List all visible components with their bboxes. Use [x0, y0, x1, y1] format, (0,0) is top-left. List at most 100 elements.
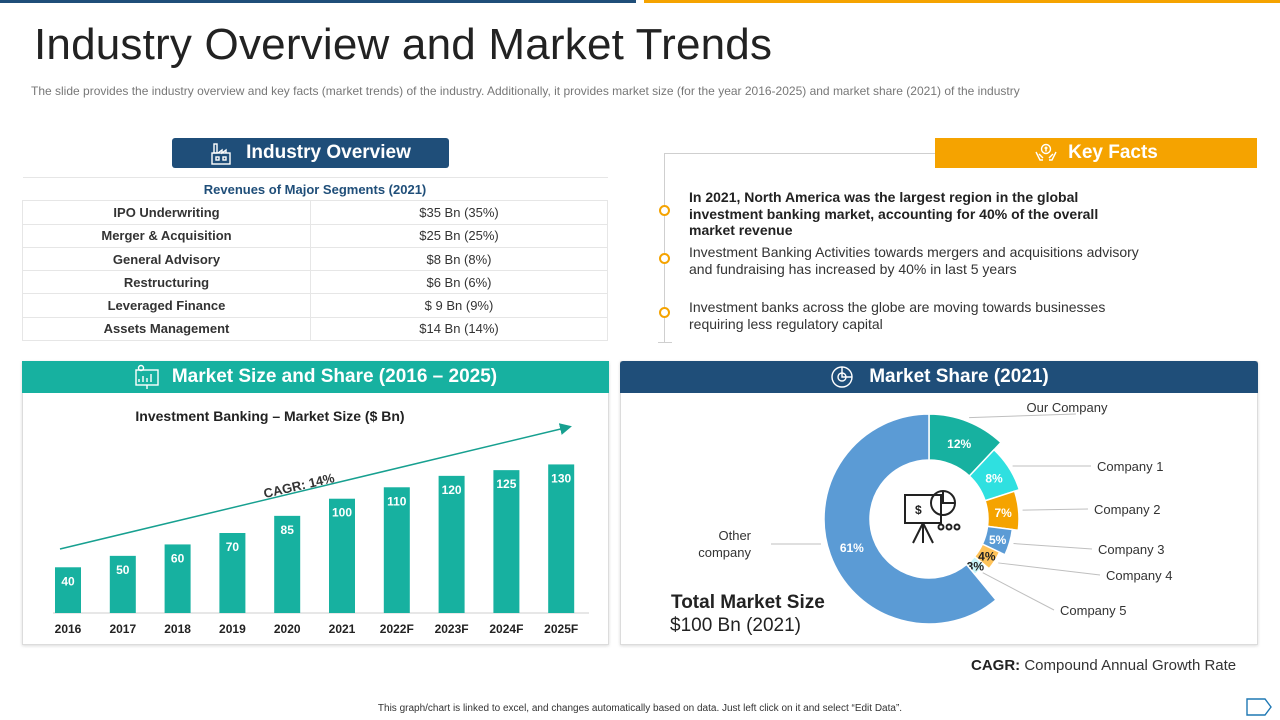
page-subtitle: The slide provides the industry overview… — [31, 84, 1020, 98]
table-row: Restructuring $6 Bn (6%) — [22, 270, 608, 295]
chart-presentation-icon — [135, 364, 159, 389]
bar — [109, 555, 136, 613]
donut-slice — [928, 413, 1002, 478]
segments-table: Revenues of Major Segments (2021) IPO Un… — [22, 176, 608, 342]
bar — [493, 470, 520, 613]
x-tick-label: 2016 — [55, 622, 82, 636]
table-row: Leveraged Finance $ 9 Bn (9%) — [22, 293, 608, 318]
easel-legs — [912, 522, 934, 544]
slice-category-label: Company 2 — [1094, 502, 1160, 517]
dot — [937, 523, 945, 531]
leader-line — [1013, 543, 1093, 550]
table-row: Merger & Acquisition $25 Bn (25%) — [22, 223, 608, 248]
key-facts-connector — [665, 153, 935, 154]
market-share-donut-chart: 12% Our Company 8% Company 1 7% Company 2 5% Co… — [698, 400, 1172, 625]
bar-chart-title: Investment Banking – Market Size ($ Bn) — [135, 408, 404, 424]
next-slide-icon[interactable] — [1245, 697, 1273, 717]
presentation-board-icon: $ — [904, 490, 961, 544]
cagr-note-text: Compound Annual Growth Rate — [1024, 657, 1237, 674]
page-title: Industry Overview and Market Trends — [34, 20, 773, 69]
leader-line — [982, 572, 1055, 611]
top-accent-bar-right — [644, 0, 1280, 3]
fact-bullet — [659, 205, 670, 216]
slice-value-label: 8% — [985, 472, 1003, 486]
market-size-bar-chart: Investment Banking – Market Size ($ Bn) 4… — [53, 408, 589, 636]
bar — [164, 544, 191, 613]
pie-wedge — [942, 491, 955, 504]
bar-value-label: 50 — [116, 563, 130, 577]
industry-overview-header: Industry Overview — [172, 138, 449, 168]
footer-note: This graph/chart is linked to excel, and… — [377, 703, 903, 714]
fact-bullet — [659, 253, 670, 264]
market-share-title: Market Share (2021) — [869, 366, 1049, 387]
fact-bullet — [659, 307, 670, 318]
bar-value-label: 100 — [332, 506, 352, 520]
leader-line — [969, 413, 1077, 419]
segment-name: General Advisory — [22, 246, 311, 272]
bar — [548, 464, 575, 613]
key-facts-timeline — [664, 153, 665, 343]
segment-value: $35 Bn (35%) — [310, 200, 608, 225]
slice-category-label: Company 1 — [1097, 459, 1163, 474]
slice-category-label: Company 4 — [1106, 568, 1172, 583]
key-facts-timeline-end — [658, 342, 672, 343]
slice-category-label: Company 3 — [1098, 542, 1164, 557]
x-tick-label: 2020 — [274, 622, 301, 636]
bar-value-label: 130 — [551, 471, 571, 485]
donut-slice — [823, 413, 997, 625]
segment-name: Restructuring — [22, 270, 311, 295]
segment-value: $ 9 Bn (9%) — [310, 293, 608, 318]
market-size-header: Market Size and Share (2016 – 2025) — [22, 361, 609, 393]
bar-value-label: 125 — [496, 477, 516, 491]
table-row: Assets Management $14 Bn (14%) — [22, 316, 608, 342]
segment-value: $25 Bn (25%) — [310, 223, 608, 248]
key-fact-3: Investment banks across the globe are mo… — [689, 299, 1106, 332]
board-shape — [904, 494, 942, 524]
bar — [55, 567, 81, 613]
x-tick-label: 2023F — [435, 622, 469, 636]
segment-value: $6 Bn (6%) — [310, 270, 608, 295]
bar-value-label: 60 — [171, 551, 185, 565]
slice-category-label: Other — [718, 528, 751, 543]
factory-icon — [211, 143, 231, 165]
x-tick-label: 2025F — [544, 622, 578, 636]
dot — [953, 523, 961, 531]
x-tick-label: 2019 — [219, 622, 246, 636]
bar — [383, 487, 410, 613]
cagr-trend-arrow — [59, 423, 572, 550]
slice-category-label: company — [698, 545, 751, 560]
x-tick-label: 2018 — [164, 622, 191, 636]
bar-value-label: 40 — [61, 574, 75, 588]
bar-value-label: 120 — [442, 483, 462, 497]
market-size-title: Market Size and Share (2016 – 2025) — [171, 366, 498, 387]
hands-coin-icon — [1035, 143, 1057, 161]
x-tick-label: 2024F — [489, 622, 523, 636]
bar — [274, 515, 301, 613]
x-tick-label: 2017 — [109, 622, 136, 636]
slice-value-label: 12% — [947, 437, 971, 451]
top-accent-bar-left — [0, 0, 636, 3]
slice-value-label: 5% — [989, 533, 1007, 547]
leader-line — [998, 562, 1101, 576]
bar-value-label: 85 — [281, 523, 295, 537]
key-fact-1: In 2021, North America was the largest r… — [689, 189, 1099, 238]
x-tick-label: 2022F — [380, 622, 414, 636]
segment-name: Leveraged Finance — [22, 293, 311, 318]
segment-name: Merger & Acquisition — [22, 223, 311, 248]
total-market-size-value: $100 Bn (2021) — [670, 615, 801, 636]
key-facts-title: Key Facts — [1068, 142, 1158, 163]
dot — [945, 523, 953, 531]
slice-category-label: Company 5 — [1060, 603, 1126, 618]
segment-value: $8 Bn (8%) — [310, 246, 608, 272]
x-tick-label: 2021 — [329, 622, 356, 636]
bar — [438, 475, 465, 613]
market-share-header: Market Share (2021) — [620, 361, 1258, 393]
segment-value: $14 Bn (14%) — [310, 316, 608, 342]
cagr-annotation: CAGR: 14% — [262, 470, 336, 501]
segment-name: IPO Underwriting — [22, 200, 311, 225]
key-facts-header: Key Facts — [935, 138, 1257, 168]
table-row: General Advisory $8 Bn (8%) — [22, 246, 608, 272]
slice-value-label: 7% — [994, 506, 1012, 520]
bar-value-label: 110 — [387, 494, 407, 508]
key-fact-2: Investment Banking Activities towards me… — [689, 244, 1139, 277]
